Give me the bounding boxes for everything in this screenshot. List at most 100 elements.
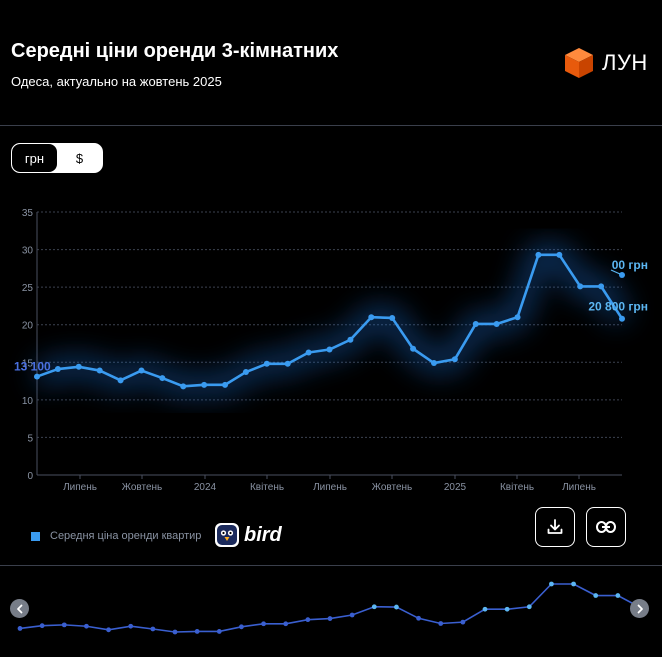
- data-point: [535, 251, 542, 258]
- bird-branding[interactable]: bird: [214, 522, 282, 548]
- series-line: [36, 253, 624, 388]
- download-icon: [547, 519, 563, 534]
- navigator-point: [216, 629, 222, 634]
- y-tick-label: 20: [22, 321, 34, 332]
- navigator-point: [61, 622, 67, 628]
- currency-toggle[interactable]: грн $: [11, 143, 103, 173]
- data-point: [326, 346, 333, 353]
- link-icon: [596, 521, 616, 533]
- data-point: [75, 363, 82, 370]
- start-value-label: 13 100: [14, 360, 51, 374]
- navigator-point: [549, 581, 554, 587]
- data-point: [619, 315, 625, 322]
- navigator-point: [593, 593, 599, 598]
- download-button[interactable]: [535, 507, 575, 547]
- page-subtitle: Одеса, актуально на жовтень 2025: [11, 74, 222, 89]
- data-point: [117, 377, 124, 384]
- x-tick-label: Жовтень: [122, 482, 163, 493]
- currency-uah-button[interactable]: грн: [12, 144, 57, 172]
- data-point: [96, 367, 103, 374]
- data-point: [389, 314, 396, 321]
- data-point: [34, 373, 40, 380]
- legend-swatch: [31, 531, 40, 541]
- data-point: [368, 314, 375, 321]
- data-point: [410, 345, 417, 352]
- data-point: [430, 360, 437, 367]
- navigator-point: [482, 606, 488, 612]
- legend-label: Середня ціна оренди квартир: [50, 530, 202, 542]
- navigator-point: [394, 604, 399, 610]
- navigator-point: [416, 615, 421, 621]
- data-point: [577, 283, 584, 290]
- data-point: [284, 360, 291, 367]
- data-point: [556, 251, 563, 258]
- y-tick-label: 25: [22, 283, 34, 294]
- bird-text: bird: [244, 523, 282, 546]
- x-tick-label: 2025: [444, 482, 467, 493]
- navigator-point: [261, 621, 266, 627]
- navigator-point: [106, 627, 111, 633]
- navigator-point: [504, 606, 510, 612]
- currency-usd-button[interactable]: $: [57, 144, 102, 172]
- data-point: [514, 314, 521, 321]
- data-point: [263, 360, 270, 367]
- x-tick-label: Квітень: [250, 482, 284, 493]
- navigator-point: [283, 621, 289, 627]
- data-point: [451, 356, 458, 363]
- chart-legend[interactable]: Середня ціна оренди квартир: [31, 530, 201, 542]
- data-point: [242, 369, 249, 376]
- x-tick-label: Липень: [313, 482, 347, 493]
- navigator-point: [371, 604, 377, 610]
- chevron-left-icon: [16, 604, 22, 613]
- y-tick-label: 0: [27, 471, 33, 482]
- end-value-label: 20 800 грн: [588, 300, 648, 314]
- partial-value-label: 00 грн: [612, 258, 648, 272]
- navigator-point: [128, 623, 134, 629]
- data-point: [222, 381, 229, 388]
- navigator-point: [17, 626, 23, 631]
- y-tick-label: 35: [22, 208, 34, 219]
- navigator-left-button[interactable]: [10, 599, 29, 618]
- navigator-point: [349, 612, 355, 618]
- data-point: [138, 367, 145, 374]
- chevron-right-icon: [637, 604, 643, 613]
- x-tick-label: Липень: [63, 482, 97, 493]
- series-glow: [33, 243, 632, 398]
- data-point: [472, 320, 479, 327]
- label-connector: [610, 269, 621, 275]
- y-tick-label: 15: [22, 358, 34, 369]
- y-tick-label: 10: [22, 396, 34, 407]
- navigator-point: [571, 581, 576, 587]
- data-point: [180, 383, 187, 390]
- x-tick-label: Липень: [562, 482, 596, 493]
- navigator-point: [150, 626, 156, 632]
- navigator-point: [172, 629, 178, 635]
- lun-logo[interactable]: ЛУН: [564, 46, 648, 80]
- data-point: [598, 283, 605, 290]
- logo-text: ЛУН: [602, 50, 648, 75]
- cube-logo-icon: [565, 48, 593, 78]
- navigator-point: [84, 623, 89, 629]
- navigator-point: [305, 617, 311, 623]
- data-point: [54, 366, 61, 373]
- bird-icon: [215, 523, 239, 547]
- navigator-right-button[interactable]: [630, 599, 649, 618]
- data-point: [347, 336, 354, 343]
- share-link-button[interactable]: [586, 507, 626, 547]
- x-tick-label: Жовтень: [372, 482, 413, 493]
- x-tick-label: Квітень: [500, 482, 534, 493]
- navigator-line: [19, 583, 641, 633]
- header: Середні ціни оренди 3-кімнатних Одеса, а…: [0, 0, 662, 126]
- navigator-point: [194, 629, 200, 634]
- navigator-point: [615, 593, 621, 598]
- navigator-divider: [0, 565, 662, 566]
- x-tick-label: 2024: [194, 482, 217, 493]
- page-title: Середні ціни оренди 3-кімнатних: [11, 40, 339, 62]
- navigator-point: [39, 623, 45, 629]
- data-point: [201, 381, 208, 388]
- data-point: [159, 375, 166, 382]
- navigator-point: [239, 624, 244, 630]
- navigator-point: [327, 616, 333, 621]
- navigator-point: [526, 604, 532, 610]
- y-tick-label: 30: [22, 246, 34, 257]
